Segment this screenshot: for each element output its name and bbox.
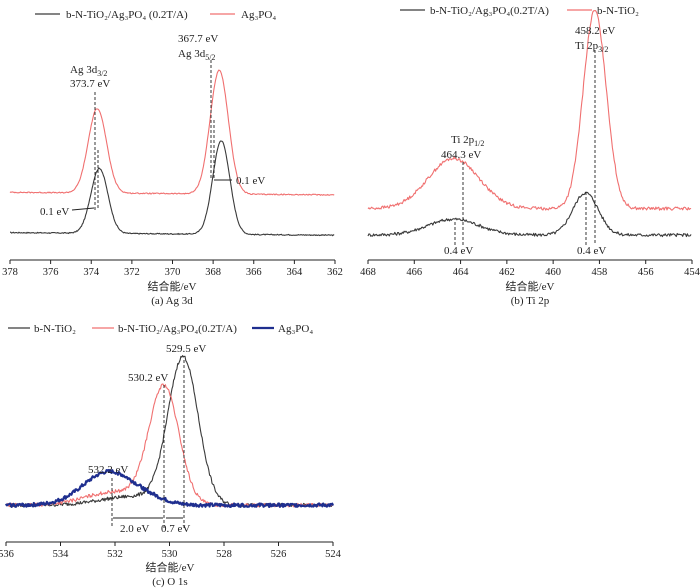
- x-tick-label: 464: [453, 267, 470, 278]
- x-ticks-a: 378 376 374 372 370 368 366 364 362: [2, 260, 343, 278]
- x-tick-label: 372: [124, 267, 140, 278]
- legend-c-black-label: b-N-TiO₂: [34, 323, 76, 335]
- x-tick-label: 526: [271, 549, 287, 560]
- x-axis-label-b: 结合能/eV: [506, 279, 555, 293]
- series-line-black: [5, 355, 333, 508]
- ti-peak2-label: Ti 2p3/2: [575, 40, 608, 54]
- x-tick-label: 364: [287, 267, 304, 278]
- x-tick-label: 366: [246, 267, 262, 278]
- ti-peak1-label: Ti 2p1/2: [451, 134, 484, 148]
- x-ticks-c: 536 534 532 530 528 526 524: [0, 542, 342, 560]
- x-tick-label: 466: [406, 267, 422, 278]
- series-line-blue: [5, 468, 335, 508]
- ti-peak2-energy: 458.2 eV: [575, 25, 615, 37]
- o-peak2-label: 530.2 eV: [128, 372, 168, 384]
- caption-a: (a) Ag 3d: [151, 295, 193, 307]
- series-line-red: [367, 10, 692, 211]
- x-tick-label: 454: [684, 267, 700, 278]
- caption-b: (b) Ti 2p: [511, 295, 550, 307]
- ag-peak1-energy: 373.7 eV: [70, 78, 110, 90]
- legend-a-red-label: Ag₃PO₄: [241, 9, 276, 21]
- caption-c: (c) O 1s: [152, 576, 187, 588]
- x-tick-label: 460: [545, 267, 561, 278]
- o-shift1-label: 2.0 eV: [120, 523, 149, 535]
- o-shift2-label: 0.7 eV: [161, 523, 190, 535]
- x-tick-label: 378: [2, 267, 18, 278]
- x-tick-label: 462: [499, 267, 515, 278]
- x-tick-label: 530: [162, 549, 178, 560]
- x-tick-label: 468: [360, 267, 376, 278]
- x-tick-label: 532: [107, 549, 123, 560]
- legend-b-red-label: b-N-TiO₂: [597, 5, 639, 17]
- legend-c-blue-label: Ag₃PO₄: [278, 323, 313, 335]
- x-axis-label-c: 结合能/eV: [146, 560, 195, 574]
- panel-a: b-N-TiO₂/Ag₃PO₄ (0.2T/A) Ag₃PO₄ 378 376 37…: [2, 9, 343, 307]
- ti-peak1-energy: 464.3 eV: [441, 149, 481, 161]
- x-ticks-b: 468 466 464 462 460 458 456 454: [360, 260, 700, 278]
- ti-shift2-label: 0.4 eV: [577, 245, 606, 257]
- legend-c-red-label: b-N-TiO₂/Ag₃PO₄(0.2T/A): [118, 323, 237, 335]
- series-line-black: [10, 140, 335, 237]
- ag-peak2-label: Ag 3d5/2: [178, 48, 215, 62]
- ti-shift1-label: 0.4 eV: [444, 245, 473, 257]
- series-a: [9, 69, 335, 237]
- x-tick-label: 374: [83, 267, 100, 278]
- x-tick-label: 368: [205, 267, 221, 278]
- x-tick-label: 528: [216, 549, 232, 560]
- series-line-red: [9, 69, 335, 196]
- x-tick-label: 524: [325, 549, 342, 560]
- x-tick-label: 376: [43, 267, 59, 278]
- o-peak1-label: 529.5 eV: [166, 343, 206, 355]
- panel-c: b-N-TiO₂ b-N-TiO₂/Ag₃PO₄(0.2T/A) Ag₃PO₄ …: [0, 323, 342, 588]
- series-line-black: [367, 191, 692, 238]
- panel-b: b-N-TiO₂/Ag₃PO₄(0.2T/A) b-N-TiO₂ 468 466 4…: [360, 5, 700, 307]
- x-axis-label-a: 结合能/eV: [148, 279, 197, 293]
- x-tick-label: 362: [327, 267, 343, 278]
- ag-shift2-label: 0.1 eV: [236, 175, 265, 187]
- series-c: [5, 355, 335, 508]
- series-b: [367, 10, 692, 238]
- x-tick-label: 456: [638, 267, 654, 278]
- ag-peak1-label: Ag 3d3/2: [70, 64, 107, 78]
- o-peak3-label: 532.2 eV: [88, 464, 128, 476]
- ag-shift1-arrow: [71, 207, 95, 211]
- ag-peak2-energy: 367.7 eV: [178, 33, 218, 45]
- legend-a-black-label: b-N-TiO₂/Ag₃PO₄ (0.2T/A): [66, 9, 188, 21]
- ag-shift1-label: 0.1 eV: [40, 206, 69, 218]
- x-tick-label: 370: [165, 267, 181, 278]
- x-tick-label: 534: [53, 549, 70, 560]
- legend-b-black-label: b-N-TiO₂/Ag₃PO₄(0.2T/A): [430, 5, 549, 17]
- x-tick-label: 458: [592, 267, 608, 278]
- x-tick-label: 536: [0, 549, 14, 560]
